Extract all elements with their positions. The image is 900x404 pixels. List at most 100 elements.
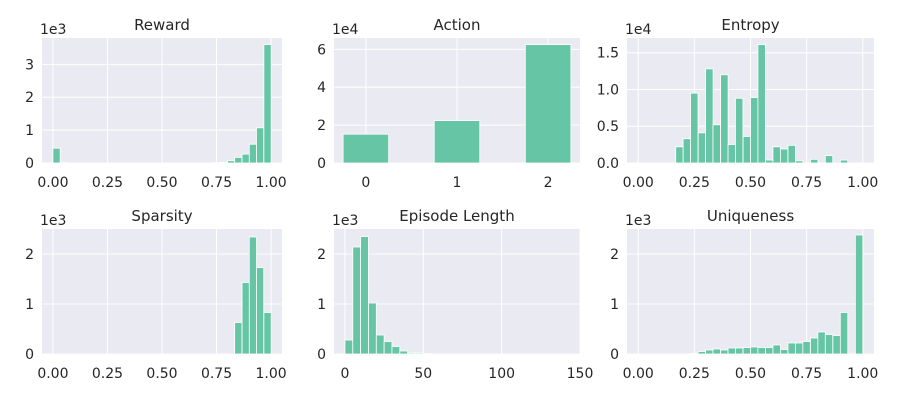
histogram-bar xyxy=(227,160,236,164)
histogram-bar xyxy=(810,337,819,355)
histogram-bar xyxy=(772,344,781,355)
x-tick-label: 0.00 xyxy=(623,366,654,382)
histogram-bar xyxy=(810,158,819,164)
x-tick-label: 0.75 xyxy=(791,366,822,382)
histogram-bar xyxy=(839,159,849,164)
x-tick-label: 0.50 xyxy=(146,366,177,382)
histogram-bar xyxy=(795,342,804,355)
x-tick-label: 0.25 xyxy=(679,366,710,382)
histogram-bar xyxy=(433,120,481,164)
histogram-bar xyxy=(705,68,714,164)
histogram-bar xyxy=(854,234,864,355)
histogram-bar xyxy=(256,267,265,355)
histogram-bar xyxy=(735,347,744,355)
histogram-bar xyxy=(779,148,789,164)
histogram-bar xyxy=(787,144,796,164)
panel-title: Episode Length xyxy=(399,207,514,225)
histogram-bar xyxy=(212,162,221,164)
y-tick-label: 3 xyxy=(25,57,34,73)
x-tick-label: 1.00 xyxy=(847,366,878,382)
axis-multiplier: 1e3 xyxy=(40,213,66,229)
x-tick-label: 0.50 xyxy=(146,175,177,191)
x-tick-label: 0.25 xyxy=(92,175,123,191)
histogram-bar xyxy=(765,347,774,355)
histogram-bar xyxy=(360,236,369,355)
y-tick-label: 0.5 xyxy=(597,119,619,135)
histogram-bar xyxy=(263,312,272,355)
histogram-bar xyxy=(712,348,721,355)
histogram-bar xyxy=(52,147,61,164)
histogram-bar xyxy=(682,138,692,164)
x-tick-label: 0.00 xyxy=(37,366,68,382)
panel-title: Entropy xyxy=(721,16,779,34)
histogram-bar xyxy=(705,349,714,355)
histogram-bar xyxy=(765,159,774,164)
panel-title: Sparsity xyxy=(131,207,192,225)
axis-multiplier: 1e3 xyxy=(332,213,358,229)
histogram-bar xyxy=(368,302,377,355)
x-tick-label: 0 xyxy=(361,175,370,191)
histogram-bar xyxy=(735,97,744,164)
y-tick-label: 1 xyxy=(25,123,34,139)
x-tick-label: 150 xyxy=(567,366,594,382)
histogram-bar xyxy=(824,155,834,164)
histogram-bar xyxy=(697,351,707,355)
histogram-bar xyxy=(720,349,729,355)
histogram-bar xyxy=(742,136,751,164)
y-tick-label: 2 xyxy=(25,247,34,263)
histogram-bar xyxy=(675,146,684,164)
histogram-bar xyxy=(391,346,401,355)
histogram-bar xyxy=(415,352,424,355)
histogram-bar xyxy=(712,124,721,164)
y-tick-label: 2 xyxy=(25,90,34,106)
histogram-bar xyxy=(720,74,729,164)
y-tick-label: 0 xyxy=(317,156,326,172)
histogram-bar xyxy=(690,353,699,355)
x-tick-label: 0.00 xyxy=(37,175,68,191)
x-tick-label: 1 xyxy=(453,175,462,191)
histogram-bar xyxy=(795,160,804,164)
axis-multiplier: 1e3 xyxy=(625,213,651,229)
histogram-bar xyxy=(832,335,841,355)
histogram-bar xyxy=(407,352,416,355)
y-tick-label: 6 xyxy=(317,42,326,58)
histogram-bar xyxy=(757,44,766,164)
histogram-bar xyxy=(787,342,796,355)
x-tick-label: 0.25 xyxy=(92,366,123,382)
y-tick-label: 1 xyxy=(317,297,326,313)
histogram-bar xyxy=(690,92,699,164)
histogram-bar xyxy=(241,282,250,355)
axis-multiplier: 1e4 xyxy=(332,22,359,38)
x-tick-label: 0.50 xyxy=(735,175,766,191)
y-tick-label: 0 xyxy=(317,347,326,363)
histogram-bar xyxy=(727,144,736,164)
histogram-bar xyxy=(757,347,766,355)
x-tick-label: 0.25 xyxy=(679,175,710,191)
x-tick-label: 2 xyxy=(544,175,553,191)
x-tick-label: 100 xyxy=(488,366,515,382)
panel-title: Uniqueness xyxy=(707,207,794,225)
x-tick-label: 1.00 xyxy=(256,175,287,191)
panel-title: Action xyxy=(434,16,481,34)
histogram-bar xyxy=(248,143,257,164)
histogram-bar xyxy=(234,157,243,164)
histogram-bar xyxy=(241,153,250,164)
histogram-bar xyxy=(234,322,243,355)
x-tick-label: 0.00 xyxy=(623,175,654,191)
y-tick-label: 2 xyxy=(610,247,619,263)
y-tick-label: 1 xyxy=(25,297,34,313)
y-tick-label: 0 xyxy=(610,347,619,363)
histogram-bar xyxy=(779,349,789,355)
x-tick-label: 1.00 xyxy=(256,366,287,382)
y-tick-label: 0 xyxy=(25,347,34,363)
x-tick-label: 50 xyxy=(414,366,432,382)
y-tick-label: 2 xyxy=(317,118,326,134)
histogram-bar xyxy=(750,97,759,164)
histogram-bar xyxy=(422,353,432,355)
axis-multiplier: 1e4 xyxy=(625,22,652,38)
histogram-bar xyxy=(802,341,811,355)
histogram-panel: Reward 1e3 0.00 0.25 0.50 0.75 1.00 0 1 2 3 xyxy=(25,16,287,191)
histogram-bar xyxy=(524,44,572,164)
